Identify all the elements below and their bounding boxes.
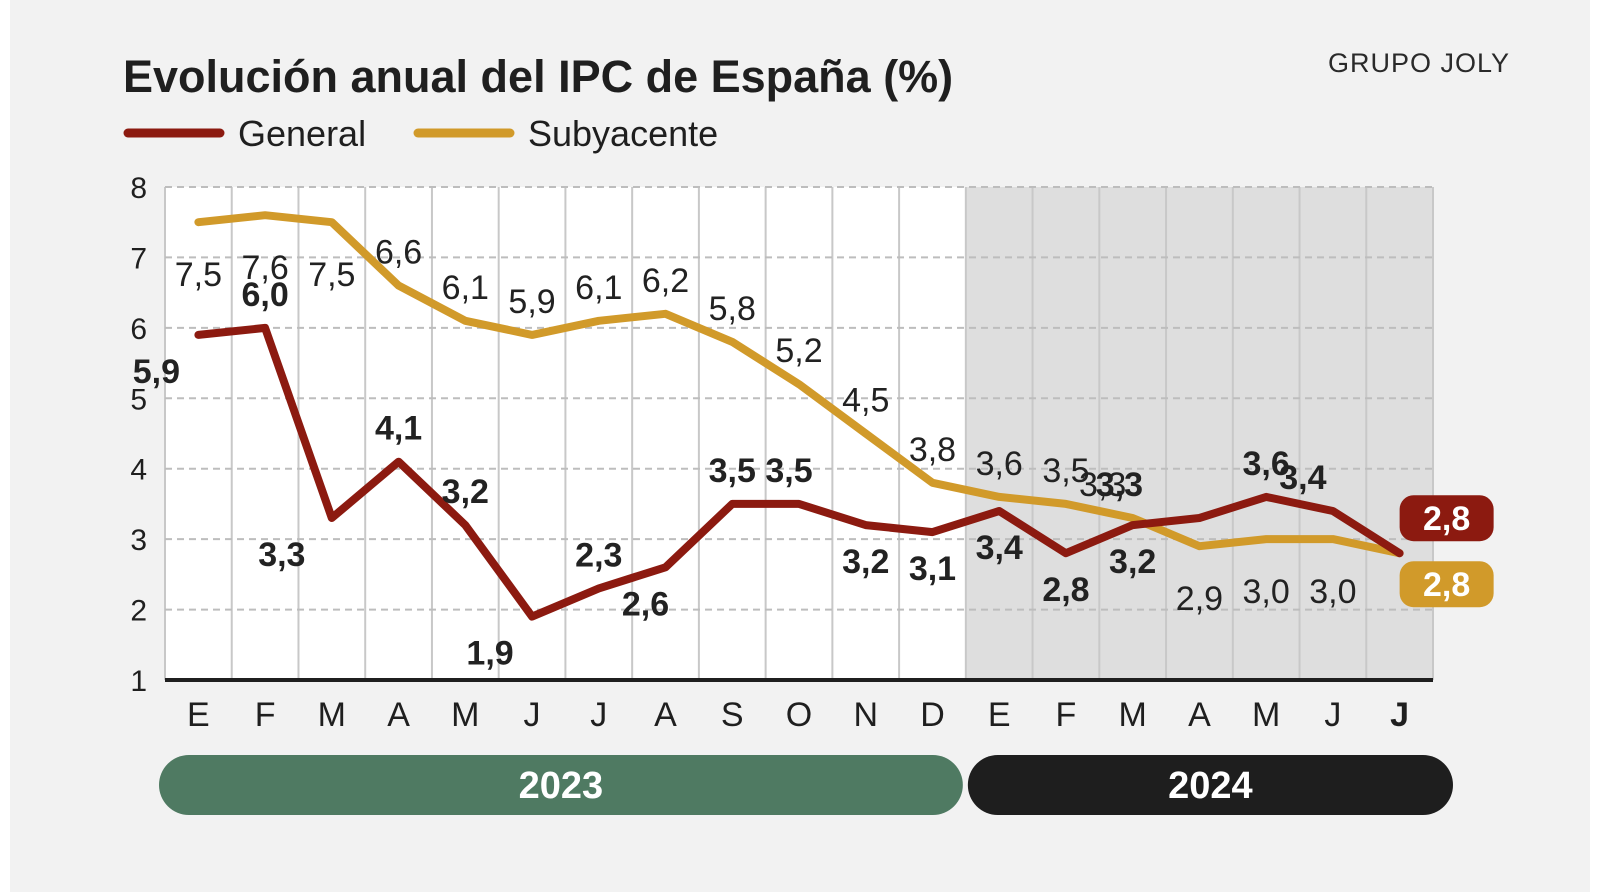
data-label-subyacente: 3,5 (1042, 452, 1089, 490)
data-label-subyacente: 3,8 (909, 431, 956, 469)
year-label-2024: 2024 (1168, 765, 1253, 807)
y-tick-label: 1 (130, 665, 147, 698)
legend-label-general: General (238, 113, 366, 154)
y-tick-label: 8 (130, 172, 147, 205)
data-label-general: 3,3 (258, 536, 305, 574)
data-label-general: 3,5 (765, 452, 812, 490)
x-tick-label: F (1056, 696, 1077, 734)
x-tick-label: M (318, 696, 346, 734)
x-tick-label: M (1252, 696, 1280, 734)
x-tick-label: S (721, 696, 744, 734)
data-label-general: 3,6 (1243, 445, 1290, 483)
source-credit: GRUPO JOLY (1328, 48, 1510, 78)
end-badge-subyacente (1399, 561, 1494, 608)
series-line-general (194, 323, 1404, 621)
x-tick-label: A (1188, 696, 1211, 734)
data-label-subyacente: 3,0 (1309, 573, 1356, 611)
end-badge-general (1399, 495, 1494, 542)
legend: General Subyacente (123, 113, 718, 154)
y-tick-label: 7 (130, 242, 147, 275)
data-label-general: 2,8 (1042, 571, 1089, 609)
plot-area: 1 2 3 4 5 6 7 8 E F M A M J J A S O N D E F M A M J J 5,9 6,0 3,3 4,1 3… (130, 172, 1494, 815)
legend-label-subyacente: Subyacente (528, 113, 718, 154)
data-label-subyacente: 4,5 (842, 382, 889, 420)
year-bar-2024 (967, 755, 1453, 815)
x-tick-label: J (524, 696, 541, 734)
x-tick-label: D (920, 696, 945, 734)
data-label-general: 4,1 (375, 410, 422, 448)
x-tick-label: J (590, 696, 607, 734)
data-label-general: 5,9 (133, 353, 180, 391)
data-label-subyacente: 7,5 (175, 256, 222, 294)
series-line-subyacente (194, 211, 1404, 558)
x-tick-label: J (1390, 696, 1409, 734)
data-label-subyacente: 6,2 (642, 262, 689, 300)
x-tick-label: F (255, 696, 276, 734)
data-label-general: 3,4 (976, 529, 1023, 567)
data-label-subyacente: 2,9 (1176, 580, 1223, 618)
end-badge-label-general: 2,8 (1423, 500, 1470, 538)
data-label-general: 3,1 (909, 550, 956, 588)
x-tick-label: M (451, 696, 479, 734)
data-label-subyacente: 7,5 (308, 256, 355, 294)
data-label-subyacente: 6,1 (575, 269, 622, 307)
y-tick-label: 4 (130, 454, 147, 487)
data-label-subyacente: 7,6 (241, 249, 288, 287)
chart-frame: Evolución anual del IPC de España (%) GR… (10, 0, 1590, 892)
year-label-2023: 2023 (519, 765, 604, 807)
data-label-subyacente: 5,9 (508, 283, 555, 321)
data-label-subyacente: 3,0 (1243, 573, 1290, 611)
data-label-subyacente: 3,3 (1079, 466, 1126, 504)
year-bar-2023 (159, 755, 963, 815)
data-label-general: 3,4 (1279, 459, 1326, 497)
end-badge-label-subyacente: 2,8 (1423, 566, 1470, 604)
data-label-general: 3,2 (1109, 543, 1156, 581)
y-tick-label: 3 (130, 524, 147, 557)
data-label-general: 6,0 (241, 276, 288, 314)
data-label-general: 2,6 (622, 585, 669, 623)
x-tick-label: N (853, 696, 878, 734)
data-label-general: 1,9 (466, 635, 513, 673)
x-tick-label: M (1119, 696, 1147, 734)
y-tick-label: 5 (130, 383, 147, 416)
data-label-subyacente: 6,6 (375, 234, 422, 272)
data-label-subyacente: 6,1 (442, 269, 489, 307)
data-label-subyacente: 3,6 (976, 445, 1023, 483)
data-label-subyacente: 5,2 (775, 332, 822, 370)
data-label-general: 2,3 (575, 536, 622, 574)
x-tick-label: E (988, 696, 1011, 734)
x-tick-label: O (786, 696, 812, 734)
data-label-general: 3,2 (442, 473, 489, 511)
y-tick-label: 2 (130, 595, 147, 628)
y-tick-label: 6 (130, 313, 147, 346)
chart: Evolución anual del IPC de España (%) GR… (123, 48, 1510, 815)
data-label-general: 3,2 (842, 543, 889, 581)
shaded-region-2024 (965, 187, 1433, 680)
chart-title: Evolución anual del IPC de España (%) (123, 51, 953, 102)
x-tick-label: A (387, 696, 410, 734)
data-label-general: 3,5 (709, 452, 756, 490)
x-tick-label: J (1324, 696, 1341, 734)
data-label-subyacente: 5,8 (709, 290, 756, 328)
x-tick-label: A (654, 696, 677, 734)
data-label-general: 3,3 (1096, 466, 1143, 504)
x-tick-label: E (187, 696, 210, 734)
